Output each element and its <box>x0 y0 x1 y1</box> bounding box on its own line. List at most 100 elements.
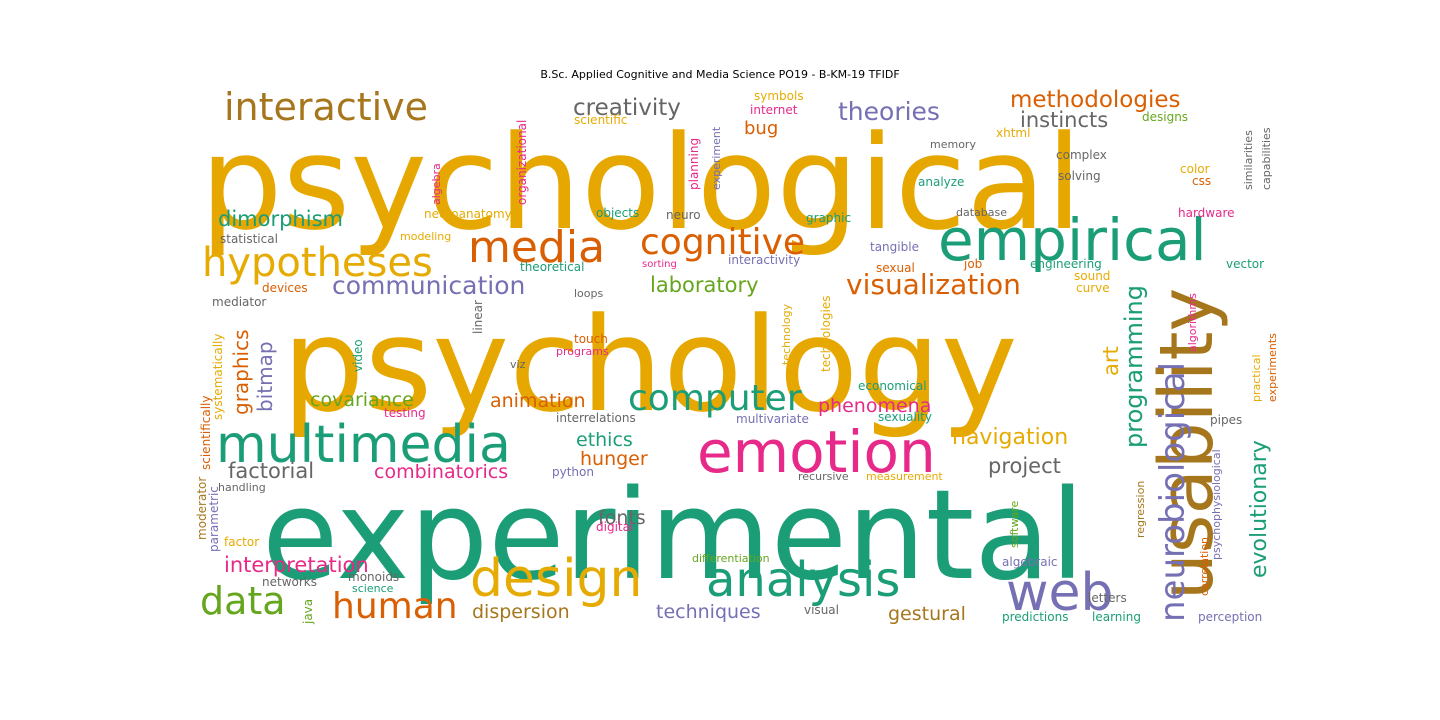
word-factorial: factorial <box>228 459 314 483</box>
word-modeling: modeling <box>400 230 451 243</box>
word-mediator: mediator <box>212 295 266 309</box>
word-empirical: empirical <box>938 206 1207 274</box>
word-ethics: ethics <box>576 429 633 451</box>
word-art: art <box>1099 346 1123 376</box>
word-data: data <box>200 579 286 623</box>
word-algorithms: algorithms <box>1186 293 1199 352</box>
word-similarities: similarities <box>1242 130 1255 190</box>
word-covariance: covariance <box>310 389 414 411</box>
word-neurobiological: neurobiological <box>1153 362 1193 622</box>
word-curve: curve <box>1076 281 1110 295</box>
word-animation: animation <box>490 390 586 412</box>
word-memory: memory <box>930 138 976 151</box>
word-xhtml: xhtml <box>996 126 1030 140</box>
word-algebraic: algebraic <box>1002 555 1058 569</box>
word-regression: regression <box>1134 481 1147 538</box>
word-psychology: psychology <box>282 289 1018 441</box>
word-letters: letters <box>1088 591 1127 605</box>
word-sorting: sorting <box>642 259 677 270</box>
word-experimental: experimental <box>262 464 1085 608</box>
word-hypotheses: hypotheses <box>202 240 433 286</box>
word-media: media <box>468 222 605 273</box>
word-statistical: statistical <box>220 232 278 246</box>
word-internet: internet <box>750 103 798 117</box>
word-linear: linear <box>471 300 485 334</box>
word-cognitive: cognitive <box>640 222 805 263</box>
word-recursive: recursive <box>798 470 849 483</box>
word-monoids: monoids <box>348 570 399 584</box>
word-neuroanatomy: neuroanatomy <box>424 207 512 221</box>
word-dispersion: dispersion <box>472 601 570 623</box>
word-instincts: instincts <box>1020 108 1108 132</box>
word-tangible: tangible <box>870 240 919 254</box>
word-organizational: organizational <box>515 120 529 205</box>
word-graphic: graphic <box>806 211 851 225</box>
word-correlation: correlation <box>1198 537 1211 596</box>
word-planning: planning <box>687 138 701 190</box>
word-creativity: creativity <box>573 95 681 121</box>
word-scientific: scientific <box>574 113 627 127</box>
word-capabilities: capabilities <box>1260 127 1273 190</box>
word-learning: learning <box>1092 610 1141 624</box>
word-systematically: systematically <box>211 334 225 421</box>
chart-title: B.Sc. Applied Cognitive and Media Scienc… <box>540 68 900 81</box>
word-fonts: fonts <box>598 507 646 529</box>
word-python: python <box>552 465 594 479</box>
word-bitmap: bitmap <box>253 341 277 412</box>
word-algebra: algebra <box>430 163 443 205</box>
word-technology: technology <box>780 303 793 365</box>
word-combinatorics: combinatorics <box>374 461 508 483</box>
word-differentiation: differentiation <box>692 552 770 565</box>
word-methodologies: methodologies <box>1010 87 1180 113</box>
word-economical: economical <box>858 379 927 393</box>
word-devices: devices <box>262 281 308 295</box>
word-programming: programming <box>1120 285 1148 448</box>
word-database: database <box>956 206 1007 219</box>
word-java: java <box>301 599 315 625</box>
word-css: css <box>1192 174 1211 188</box>
word-navigation: navigation <box>952 425 1068 450</box>
word-phenomena: phenomena <box>818 395 931 417</box>
word-interactivity: interactivity <box>728 253 800 267</box>
word-laboratory: laboratory <box>650 273 759 297</box>
word-software: software <box>1008 501 1021 548</box>
word-visual: visual <box>804 603 839 617</box>
word-sound: sound <box>1074 269 1110 283</box>
word-objects: objects <box>596 206 639 220</box>
word-psychophysiological: psychophysiological <box>1210 449 1223 560</box>
word-experiment: experiment <box>710 126 723 190</box>
word-analyze: analyze <box>918 175 964 189</box>
word-scientifically: scientifically <box>199 396 213 471</box>
word-digital: digital <box>596 520 633 534</box>
word-visualization: visualization <box>846 268 1021 301</box>
word-moderator: moderator <box>195 477 209 540</box>
word-bug: bug <box>744 118 778 139</box>
word-evolutionary: evolutionary <box>1247 440 1272 578</box>
word-solving: solving <box>1058 169 1101 183</box>
word-usability: usability <box>1144 288 1230 600</box>
word-loops: loops <box>574 287 603 300</box>
word-vector: vector <box>1226 257 1264 271</box>
word-sexual: sexual <box>876 261 915 275</box>
word-dimorphism: dimorphism <box>218 207 343 231</box>
word-interactive: interactive <box>224 85 428 129</box>
word-experiments: experiments <box>1266 333 1279 402</box>
word-programs: programs <box>556 345 609 358</box>
word-science: science <box>352 582 394 595</box>
word-psychological: psychological <box>200 107 1082 259</box>
word-interpretation: interpretation <box>224 553 369 577</box>
word-touch: touch <box>574 332 608 346</box>
word-predictions: predictions <box>1002 610 1068 624</box>
word-neuro: neuro <box>666 208 701 222</box>
word-gestural: gestural <box>888 603 966 625</box>
word-analysis: analysis <box>706 552 900 608</box>
word-theoretical: theoretical <box>520 260 584 274</box>
word-viz: viz <box>510 358 526 371</box>
word-emotion: emotion <box>697 418 936 486</box>
word-hardware: hardware <box>1178 206 1235 220</box>
word-video: video <box>351 339 365 372</box>
word-symbols: symbols <box>754 89 804 103</box>
word-engineering: engineering <box>1030 257 1102 271</box>
word-graphics: graphics <box>229 329 253 415</box>
word-measurement: measurement <box>866 470 943 483</box>
